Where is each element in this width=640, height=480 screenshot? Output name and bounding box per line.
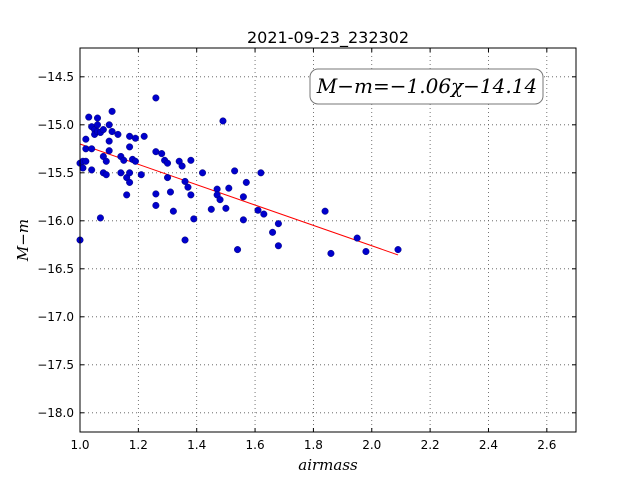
data-point: [126, 132, 134, 140]
data-point: [207, 205, 215, 213]
data-point: [158, 150, 166, 158]
data-point: [108, 128, 116, 136]
data-point: [184, 183, 192, 191]
data-point: [105, 147, 113, 155]
data-point: [169, 207, 177, 215]
data-point: [99, 126, 107, 134]
data-point: [96, 214, 104, 222]
data-point: [181, 236, 189, 244]
data-point: [254, 206, 262, 214]
data-point: [126, 178, 134, 186]
data-point: [102, 157, 110, 165]
data-point: [82, 157, 90, 165]
annotation-box: [309, 68, 544, 105]
x-tick-label: 1.4: [187, 438, 206, 452]
data-point: [152, 201, 160, 209]
data-point: [260, 210, 268, 218]
data-point: [164, 159, 172, 167]
equation-annotation: M−m=−1.06χ−14.14: [309, 68, 544, 105]
data-point: [114, 130, 122, 138]
data-point: [108, 107, 116, 115]
data-point: [242, 178, 250, 186]
x-axis-label: airmass: [298, 456, 358, 474]
data-point: [269, 228, 277, 236]
data-point: [187, 156, 195, 164]
data-point: [239, 216, 247, 224]
data-point: [88, 145, 96, 153]
data-points: [76, 94, 402, 257]
data-point: [199, 169, 207, 177]
x-tick-label: 1.6: [246, 438, 265, 452]
data-point: [126, 143, 134, 151]
y-axis-label: M−m: [14, 219, 32, 262]
data-point: [394, 246, 402, 254]
y-tick-label: −14.5: [37, 70, 74, 84]
y-tick-label: −16.0: [37, 214, 74, 228]
y-tick-label: −15.0: [37, 118, 74, 132]
data-point: [131, 134, 139, 142]
data-point: [137, 171, 145, 179]
plot-frame: [79, 47, 577, 433]
data-point: [187, 191, 195, 199]
data-point: [82, 145, 90, 153]
chart-title: 2021-09-23_232302: [247, 28, 409, 48]
data-point: [105, 121, 113, 129]
data-point: [327, 249, 335, 257]
data-point: [321, 207, 329, 215]
data-point: [82, 135, 90, 143]
data-point: [117, 169, 125, 177]
data-point: [362, 248, 370, 256]
data-point: [79, 164, 87, 172]
data-point: [225, 184, 233, 192]
data-point: [152, 148, 160, 156]
data-point: [164, 174, 172, 182]
data-point: [152, 190, 160, 198]
data-point: [222, 204, 230, 212]
annotation-text: M−m=−1.06χ−14.14: [316, 74, 537, 98]
data-point: [126, 169, 134, 177]
x-tick-label: 2.6: [537, 438, 556, 452]
y-tick-label: −17.5: [37, 358, 74, 372]
y-tick-label: −18.0: [37, 406, 74, 420]
x-tick-label: 2.4: [479, 438, 498, 452]
x-tick-label: 1.0: [70, 438, 89, 452]
data-point: [231, 167, 239, 175]
y-tick-label: −16.5: [37, 262, 74, 276]
x-tick-label: 2.2: [421, 438, 440, 452]
data-point: [131, 157, 139, 165]
data-point: [219, 117, 227, 125]
grid: [79, 48, 576, 432]
x-tick-label: 1.2: [129, 438, 148, 452]
data-point: [178, 162, 186, 170]
data-point: [102, 171, 110, 179]
y-tick-label: −15.5: [37, 166, 74, 180]
data-point: [85, 113, 93, 121]
data-point: [181, 177, 189, 185]
data-point: [190, 215, 198, 223]
x-tick-label: 2.0: [362, 438, 381, 452]
data-point: [140, 132, 148, 140]
data-point: [94, 121, 102, 129]
x-tick-label: 1.8: [304, 438, 323, 452]
data-point: [88, 166, 96, 174]
data-point: [120, 156, 128, 164]
plot-area: [80, 48, 576, 432]
data-point: [105, 137, 113, 145]
ticks: 1.0 1.2 1.4 1.6 1.8 2.0 2.2 2.4 2.6 −14.5 −15.0 −15…: [37, 48, 576, 452]
data-point: [274, 220, 282, 228]
data-point: [123, 191, 131, 199]
data-point: [353, 234, 361, 242]
data-point: [239, 193, 247, 201]
data-point: [234, 246, 242, 254]
data-point: [94, 114, 102, 122]
data-point: [216, 196, 224, 204]
data-point: [152, 94, 160, 102]
y-tick-label: −17.0: [37, 310, 74, 324]
data-point: [166, 188, 174, 196]
data-point: [274, 242, 282, 250]
data-point: [257, 169, 265, 177]
